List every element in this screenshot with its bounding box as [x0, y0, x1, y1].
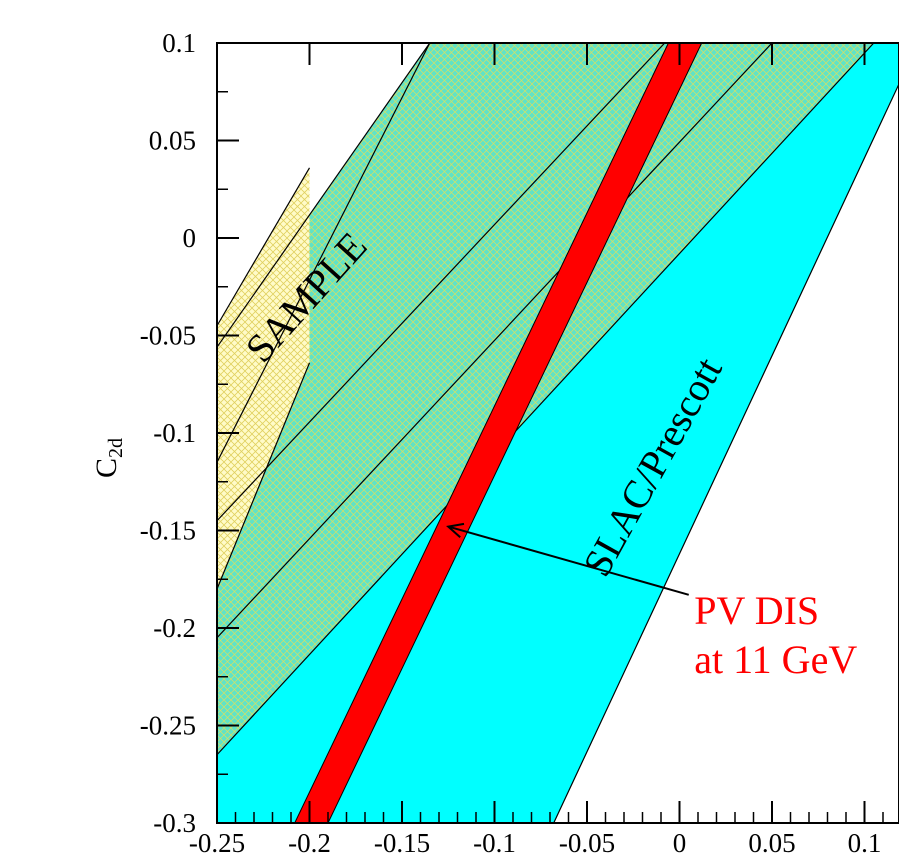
- x-tick-label: -0.05: [559, 828, 615, 858]
- x-tick-label: 0.05: [748, 828, 795, 858]
- band-line-3: [217, 43, 431, 348]
- y-axis-title-main: C: [90, 458, 123, 478]
- x-tick-label: 0.1: [848, 828, 882, 858]
- x-tick-label: -0.1: [473, 828, 516, 858]
- y-tick-label: 0.1: [162, 28, 196, 58]
- y-axis-title-subscript: 2d: [105, 438, 127, 458]
- pv-dis-arrowhead: [446, 522, 465, 538]
- sample-band-hatch: [217, 167, 310, 590]
- band-line-2: [217, 43, 666, 522]
- pv-dis-label-line1: PV DIS: [694, 588, 819, 633]
- x-tick-label: -0.15: [374, 828, 430, 858]
- x-tick-label: -0.2: [288, 828, 331, 858]
- x-tick-label: 0: [673, 828, 687, 858]
- y-tick-labels: 0.1 0.05 0 -0.05 -0.1 -0.15 -0.2 -0.25 -0.3: [140, 28, 196, 838]
- y-tick-label: -0.2: [153, 613, 196, 643]
- pv-dis-band: [294, 43, 703, 823]
- band-boundary-lines: [217, 43, 899, 823]
- x-tick-label: -0.25: [189, 828, 245, 858]
- sample-edge-1: [217, 362, 311, 590]
- plot-area: [217, 43, 899, 823]
- pv-dis-label-line2: at 11 GeV: [694, 637, 857, 682]
- band-line-0: [217, 43, 875, 756]
- y-tick-label: -0.1: [153, 418, 196, 448]
- y-tick-label: -0.3: [153, 808, 196, 838]
- y-tick-label: -0.15: [140, 516, 196, 546]
- sample-edge-0: [217, 167, 311, 327]
- y-tick-label: -0.05: [140, 321, 196, 351]
- y-tick-label: 0: [183, 223, 197, 253]
- pv-dis-arrow: [447, 525, 690, 596]
- y-axis-title: C2d: [90, 438, 127, 478]
- slac-edge-0: [217, 43, 431, 463]
- band-line-1: [217, 43, 773, 639]
- slac-edge-1: [553, 82, 899, 823]
- y-tick-label: 0.05: [149, 126, 196, 156]
- y-tick-label: -0.25: [140, 711, 196, 741]
- axis-ticks: [216, 42, 884, 824]
